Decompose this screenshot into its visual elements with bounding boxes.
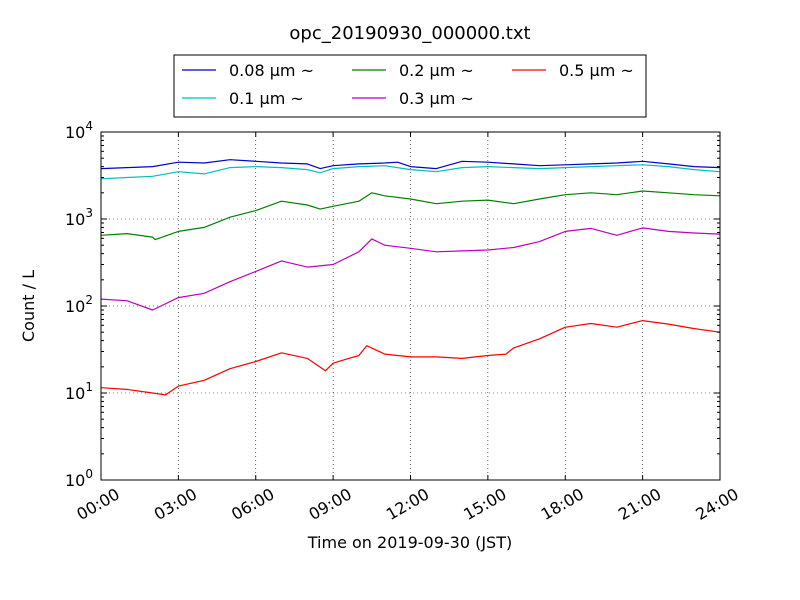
x-axis-label: Time on 2019-09-30 (JST) — [307, 533, 512, 552]
y-tick-exponent: 4 — [85, 119, 93, 133]
x-tick-label: 15:00 — [460, 484, 509, 524]
x-tick-label: 06:00 — [228, 484, 277, 524]
legend-label-0: 0.08 μm ~ — [229, 61, 314, 80]
y-tick-label: 103 — [65, 206, 93, 229]
y-tick-base: 10 — [65, 210, 85, 229]
x-tick-label: 03:00 — [151, 484, 200, 524]
y-tick-base: 10 — [65, 123, 85, 142]
series-line-3 — [100, 227, 721, 311]
y-tick-exponent: 3 — [85, 206, 93, 220]
y-tick-base: 10 — [65, 384, 85, 403]
y-tick-exponent: 0 — [85, 467, 93, 481]
series-line-1 — [100, 164, 721, 180]
x-tick-label: 00:00 — [73, 484, 122, 524]
x-tick-label: 12:00 — [383, 484, 432, 524]
series-line-2 — [100, 190, 721, 241]
x-tick-label: 21:00 — [615, 484, 664, 524]
y-tick-exponent: 2 — [85, 293, 93, 307]
legend: 0.08 μm ~ 0.1 μm ~ 0.2 μm ~ 0.3 μm ~ 0.5 μm … — [173, 54, 647, 118]
grid-lines — [101, 132, 720, 480]
legend-box — [173, 54, 647, 118]
legend-label-4: 0.5 μm ~ — [559, 61, 634, 80]
y-tick-label: 100 — [65, 467, 93, 490]
y-tick-base: 10 — [65, 297, 85, 316]
series-line-4 — [100, 320, 721, 396]
legend-items: 0.08 μm ~ 0.1 μm ~ 0.2 μm ~ 0.3 μm ~ 0.5 μm … — [182, 61, 634, 108]
y-tick-label: 102 — [65, 293, 93, 316]
x-tick-label: 09:00 — [306, 484, 355, 524]
legend-label-1: 0.1 μm ~ — [229, 89, 304, 108]
legend-label-2: 0.2 μm ~ — [399, 61, 474, 80]
series-lines — [100, 159, 721, 396]
legend-label-3: 0.3 μm ~ — [399, 89, 474, 108]
y-tick-label: 104 — [65, 119, 93, 142]
x-tick-label: 18:00 — [538, 484, 587, 524]
x-tick-label: 24:00 — [692, 484, 741, 524]
y-tick-base: 10 — [65, 471, 85, 490]
y-tick-exponent: 1 — [85, 380, 93, 394]
series-line-0 — [100, 159, 721, 170]
y-tick-label: 101 — [65, 380, 93, 403]
y-axis-label: Count / L — [19, 270, 38, 342]
chart-title: opc_20190930_000000.txt — [289, 23, 530, 44]
